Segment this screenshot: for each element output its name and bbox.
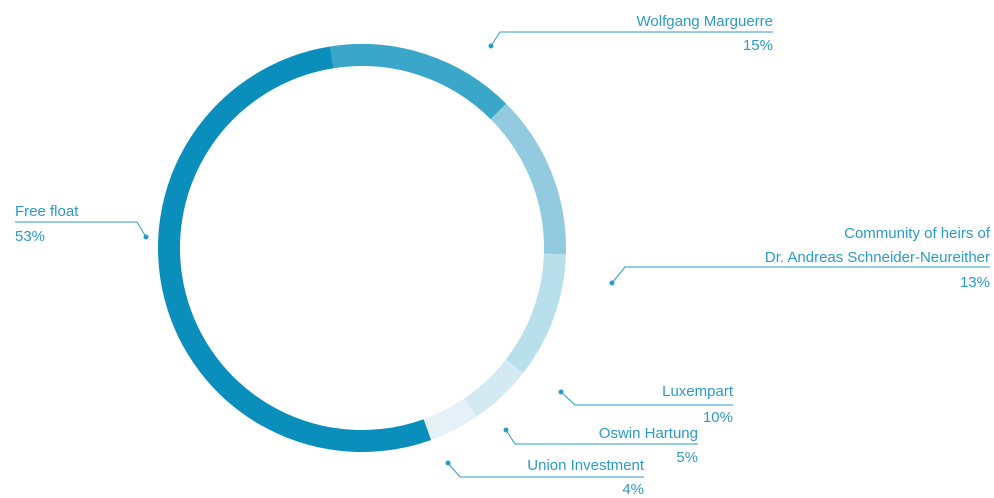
leader-line bbox=[490, 31, 773, 47]
segment-value: 13% bbox=[960, 274, 990, 291]
donut-segment bbox=[423, 398, 477, 440]
leader-line bbox=[447, 462, 644, 478]
segment-label: Luxempart bbox=[662, 383, 734, 400]
segment-label: Community of heirs of bbox=[844, 225, 991, 242]
donut-segment bbox=[464, 359, 524, 417]
leader-dot bbox=[503, 427, 509, 433]
leader-line bbox=[611, 266, 990, 284]
segment-label: Dr. Andreas Schneider-Neureither bbox=[765, 249, 990, 266]
leader-line bbox=[560, 391, 733, 406]
segment-label: Free float bbox=[15, 203, 79, 220]
segment-label: Oswin Hartung bbox=[599, 425, 698, 442]
segment-value: 5% bbox=[676, 449, 698, 466]
segment-label: Wolfgang Marguerre bbox=[637, 13, 773, 30]
leader-dot bbox=[558, 389, 564, 395]
leader-dot bbox=[609, 280, 615, 286]
segment-value: 10% bbox=[703, 409, 733, 426]
leader-dot bbox=[143, 234, 149, 240]
donut-segment bbox=[490, 103, 566, 255]
segment-value: 15% bbox=[743, 37, 773, 54]
donut-segment bbox=[158, 46, 432, 452]
segment-value: 4% bbox=[622, 481, 644, 498]
segment-label: Union Investment bbox=[527, 457, 645, 474]
donut-segment bbox=[330, 44, 507, 120]
leader-line bbox=[505, 429, 698, 445]
leader-dot bbox=[488, 43, 494, 49]
segment-value: 53% bbox=[15, 228, 45, 245]
donut-segment bbox=[505, 253, 566, 374]
leader-dot bbox=[445, 460, 451, 466]
leader-line bbox=[15, 221, 147, 238]
